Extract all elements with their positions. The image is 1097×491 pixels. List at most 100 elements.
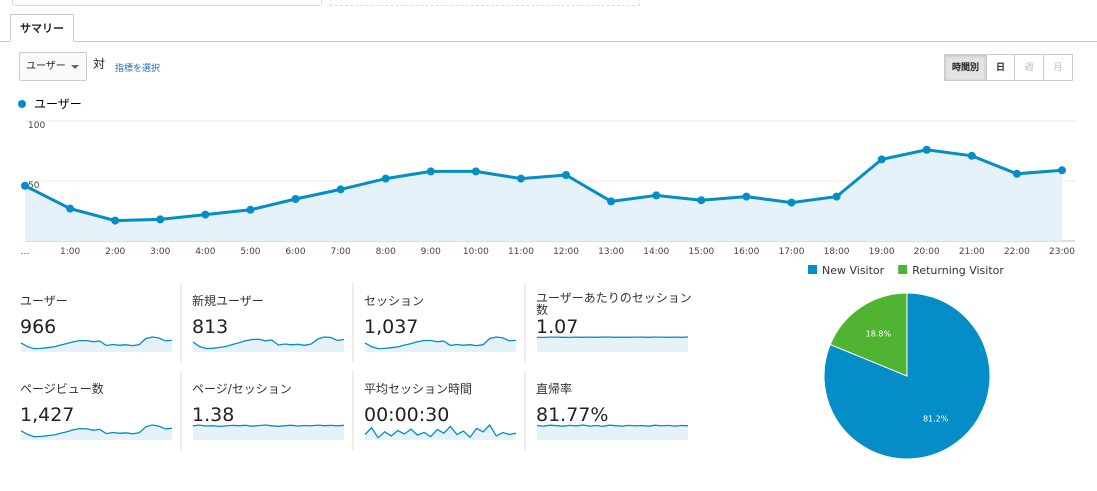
x-tick-label: 9:00: [421, 247, 441, 257]
point: [697, 196, 706, 205]
point: [201, 210, 210, 219]
x-tick-label: 22:00: [1004, 247, 1030, 257]
x-tick-label: 5:00: [240, 247, 260, 257]
x-tick-label: 19:00: [869, 247, 895, 257]
metric-label: 新規ユーザー: [192, 293, 264, 308]
slice-label: 18.8%: [866, 329, 892, 338]
pie-slice: [829, 292, 908, 377]
metric-value: 1.38: [192, 404, 234, 426]
sparkline: [364, 423, 517, 439]
x-tick-label: 1:00: [60, 247, 80, 257]
search-box[interactable]: [12, 0, 322, 6]
point: [1012, 169, 1021, 178]
x-tick-label: 4:00: [195, 247, 215, 257]
metric-dropdown[interactable]: ユーザー: [19, 52, 87, 81]
line: [24, 148, 1063, 223]
x-tick-label: 11:00: [508, 247, 534, 257]
legend-label: ユーザー: [34, 97, 82, 111]
point: [787, 198, 796, 207]
sparkline: [20, 424, 173, 438]
x-tick-label: 21:00: [959, 247, 985, 257]
sparkline: [192, 336, 345, 350]
x-tick-label: 8:00: [376, 247, 396, 257]
point: [742, 192, 751, 201]
metric-value: 1,427: [20, 404, 74, 426]
period-button[interactable]: 時間別: [944, 54, 987, 81]
sparkline-area: [537, 425, 688, 440]
metric-label: 直帰率: [536, 381, 572, 396]
period-button[interactable]: 週: [1014, 54, 1044, 81]
point: [471, 167, 480, 176]
area: [25, 149, 1062, 241]
metric-value: 966: [20, 316, 56, 338]
point: [516, 174, 525, 183]
legend-label: New Visitor: [822, 264, 885, 277]
metric-value: 81.77%: [536, 404, 608, 426]
metric-label: ユーザー: [20, 294, 68, 308]
sparkline-area: [21, 337, 172, 352]
point: [562, 171, 571, 179]
sparkline: [364, 336, 517, 350]
metric-label: セッション: [364, 294, 424, 308]
x-tick-label: …: [21, 247, 30, 257]
sparkline-area: [365, 425, 516, 440]
period-button[interactable]: 日: [986, 54, 1015, 81]
metric-label: ユーザーあたりのセッション数: [536, 291, 692, 317]
point: [381, 174, 390, 183]
metric-label: 平均セッション時間: [364, 382, 472, 396]
x-tick-label: 6:00: [285, 247, 305, 257]
legend-marker: [808, 265, 817, 274]
slice-label: 81.2%: [923, 415, 949, 424]
x-tick-label: 16:00: [733, 247, 759, 257]
x-tick-label: 18:00: [824, 247, 850, 257]
x-tick-label: 15:00: [688, 247, 714, 257]
point: [156, 215, 165, 224]
x-tick-label: 10:00: [463, 247, 489, 257]
sparkline: [20, 336, 173, 350]
x-tick-label: 14:00: [643, 247, 669, 257]
x-tick-label: 7:00: [330, 247, 350, 257]
metric-label: ページ/セッション: [192, 382, 292, 396]
sparkline-area: [537, 337, 688, 352]
point: [832, 192, 841, 201]
metric-label: ページビュー数: [20, 381, 104, 396]
vs-label: 対: [93, 57, 106, 71]
point: [426, 167, 435, 176]
point: [652, 191, 661, 200]
point: [66, 204, 75, 213]
segment-box[interactable]: [330, 0, 640, 6]
point: [111, 216, 120, 225]
metric-value: 1.07: [536, 316, 578, 338]
sparkline: [192, 424, 345, 428]
sparkline-area: [21, 425, 172, 440]
sparkline-area: [365, 337, 516, 352]
tab[interactable]: サマリー: [10, 14, 74, 42]
point: [877, 155, 886, 164]
x-tick-label: 3:00: [150, 247, 170, 257]
point: [967, 151, 976, 160]
point: [1058, 166, 1066, 175]
legend-marker: [18, 100, 26, 108]
metric-value: 1,037: [364, 316, 418, 338]
metric-value: 813: [192, 316, 228, 338]
x-tick-label: 13:00: [598, 247, 624, 257]
x-tick-label: 23:00: [1049, 247, 1075, 257]
tab-rule: [0, 41, 1097, 42]
point: [922, 145, 931, 154]
period-button[interactable]: 月: [1043, 54, 1073, 81]
period-buttons: 時間別 日 週 月: [944, 54, 1073, 81]
x-tick-label: 12:00: [553, 247, 579, 257]
select-metric-link[interactable]: 指標を選択: [115, 64, 161, 74]
legend-label: Returning Visitor: [912, 264, 1004, 277]
x-tick-label: 2:00: [105, 247, 125, 257]
point: [246, 205, 255, 214]
legend-marker: [898, 265, 908, 274]
point: [291, 195, 300, 203]
point: [336, 185, 345, 194]
point: [21, 181, 29, 190]
point: [607, 197, 616, 206]
sparkline-area: [193, 337, 344, 352]
y-tick-label: 100: [28, 121, 45, 131]
